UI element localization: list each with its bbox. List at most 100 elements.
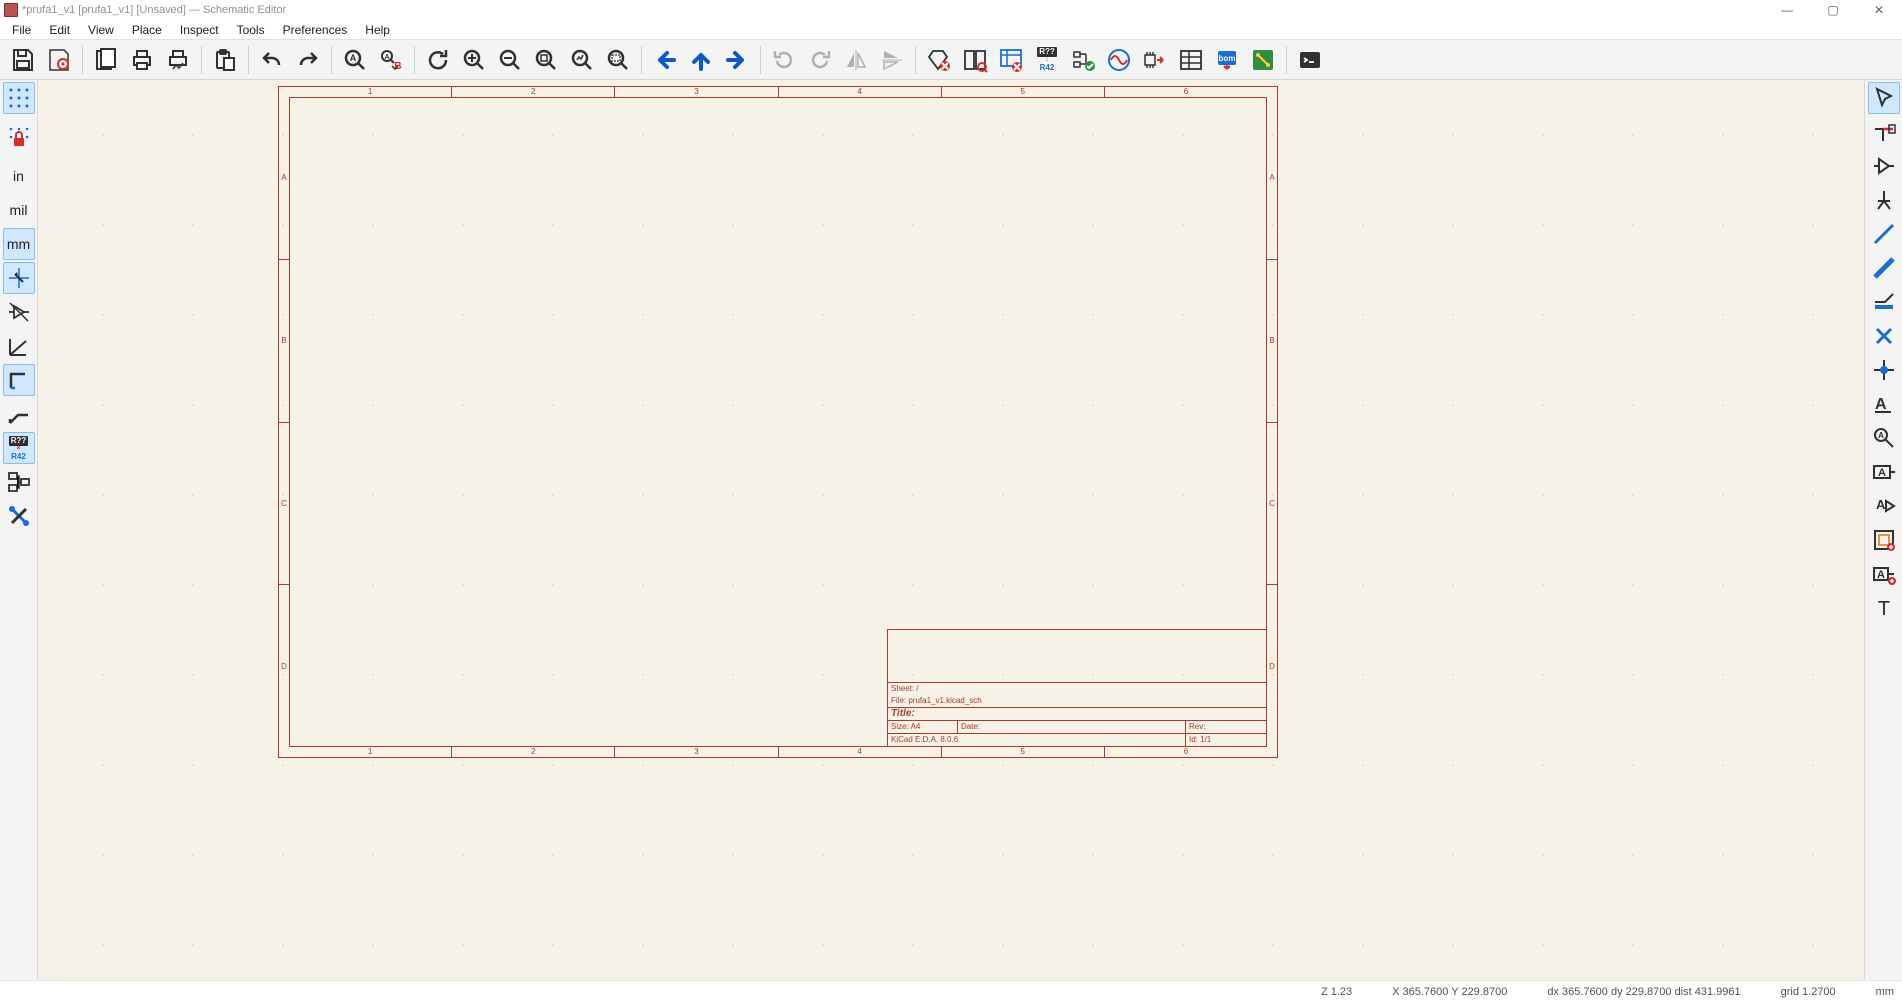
save-button[interactable]: [6, 43, 40, 77]
hierarchy-button[interactable]: [3, 466, 35, 498]
full-crosshair-button[interactable]: [3, 262, 35, 294]
toggle-grid-button[interactable]: [3, 82, 35, 114]
menu-file[interactable]: File: [4, 20, 39, 40]
undo-button[interactable]: [255, 43, 289, 77]
free-angle-button[interactable]: [3, 330, 35, 362]
tb-sheet: Sheet: /: [888, 683, 1266, 695]
page-frame: 123456 123456 ABCD ABCD Sheet: / File: p…: [278, 86, 1278, 758]
plot-button[interactable]: [161, 43, 195, 77]
redo-button[interactable]: [291, 43, 325, 77]
zoom-objects-button[interactable]: [565, 43, 599, 77]
erc-button[interactable]: [922, 43, 956, 77]
unit-in-button[interactable]: in: [3, 160, 35, 192]
hidden-pins-button[interactable]: [3, 296, 35, 328]
paste-button[interactable]: [208, 43, 242, 77]
status-dxy: dx 365.7600 dy 229.8700 dist 431.9961: [1547, 986, 1740, 998]
tb-prog: KiCad E.D.A. 8.0.6: [888, 734, 1186, 746]
zoom-selection-button[interactable]: [601, 43, 635, 77]
90deg-mode-button[interactable]: [3, 364, 35, 396]
close-button[interactable]: ✕: [1856, 0, 1902, 20]
status-xy: X 365.7600 Y 229.8700: [1392, 986, 1507, 998]
label-button[interactable]: A: [1868, 388, 1900, 420]
add-wire-button[interactable]: [1868, 218, 1900, 250]
svg-text:A: A: [1878, 431, 1884, 440]
global-label-button[interactable]: A: [1868, 456, 1900, 488]
menu-view[interactable]: View: [80, 20, 122, 40]
print-button[interactable]: [125, 43, 159, 77]
menu-help[interactable]: Help: [357, 20, 398, 40]
schematic-canvas[interactable]: 123456 123456 ABCD ABCD Sheet: / File: p…: [38, 80, 1864, 980]
zoom-out-button[interactable]: [493, 43, 527, 77]
hier-label-button[interactable]: A: [1868, 490, 1900, 522]
svg-text:B: B: [394, 61, 401, 72]
unit-mm-button[interactable]: mm: [3, 228, 35, 260]
find-button[interactable]: A: [338, 43, 372, 77]
menu-inspect[interactable]: Inspect: [172, 20, 227, 40]
left-toolbar: inmilmm R??×R42: [0, 80, 38, 980]
scripting-button[interactable]: [1293, 43, 1327, 77]
minimize-button[interactable]: —: [1764, 0, 1810, 20]
mirror-h-button[interactable]: [839, 43, 873, 77]
symbol-browse-button[interactable]: [994, 43, 1028, 77]
hier-sheet-button[interactable]: [1868, 524, 1900, 556]
refresh-button[interactable]: [421, 43, 455, 77]
assign-fp-button[interactable]: [1138, 43, 1172, 77]
grid-override-button[interactable]: [3, 116, 35, 158]
symbol-editor-button[interactable]: [958, 43, 992, 77]
menu-place[interactable]: Place: [124, 20, 170, 40]
bus-entry-button[interactable]: [1868, 286, 1900, 318]
sim-button[interactable]: [1102, 43, 1136, 77]
annotate-auto-button[interactable]: R??×R42: [3, 432, 35, 464]
nav-up-button[interactable]: [684, 43, 718, 77]
add-bus-button[interactable]: [1868, 252, 1900, 284]
workspace: inmilmm R??×R42 123456 123456 ABCD ABCD S…: [0, 80, 1902, 980]
select-button[interactable]: [1868, 82, 1900, 114]
properties-button[interactable]: [3, 500, 35, 532]
unit-mil-button[interactable]: mil: [3, 194, 35, 226]
status-zoom: Z 1.23: [1321, 986, 1352, 998]
page-settings-button[interactable]: [89, 43, 123, 77]
svg-text:T: T: [1877, 598, 1889, 620]
titlebar: *prufa1_v1 [prufa1_v1] [Unsaved] — Schem…: [0, 0, 1902, 20]
svg-text:A: A: [1877, 569, 1885, 581]
junction-button[interactable]: [1868, 354, 1900, 386]
tb-size: Size: A4: [888, 721, 958, 733]
rotate-ccw-button[interactable]: [767, 43, 801, 77]
maximize-button[interactable]: ▢: [1810, 0, 1856, 20]
menu-preferences[interactable]: Preferences: [275, 20, 356, 40]
inspect-nets-button[interactable]: [1066, 43, 1100, 77]
edit-fields-button[interactable]: [1174, 43, 1208, 77]
menubar: FileEditViewPlaceInspectToolsPreferences…: [0, 20, 1902, 40]
no-connect-button[interactable]: [1868, 320, 1900, 352]
statusbar: Z 1.23 X 365.7600 Y 229.8700 dx 365.7600…: [0, 980, 1902, 1002]
pcb-button[interactable]: [1246, 43, 1280, 77]
svg-text:A: A: [350, 53, 357, 63]
window-controls: — ▢ ✕: [1764, 0, 1902, 20]
app-icon: [4, 3, 18, 17]
zoom-fit-button[interactable]: [529, 43, 563, 77]
svg-text:A: A: [1878, 467, 1886, 479]
add-symbol-button[interactable]: [1868, 150, 1900, 182]
net-class-button[interactable]: A: [1868, 422, 1900, 454]
find-replace-button[interactable]: AB: [374, 43, 408, 77]
45deg-mode-button[interactable]: [3, 398, 35, 430]
mirror-v-button[interactable]: [875, 43, 909, 77]
rotate-cw-button[interactable]: [803, 43, 837, 77]
nav-forward-button[interactable]: [720, 43, 754, 77]
highlight-net-button[interactable]: [1868, 116, 1900, 148]
menu-edit[interactable]: Edit: [41, 20, 78, 40]
sheet-pin-button[interactable]: A: [1868, 558, 1900, 590]
annotate-button[interactable]: R??↓R42: [1030, 43, 1064, 77]
text-button[interactable]: T: [1868, 592, 1900, 624]
zoom-in-button[interactable]: [457, 43, 491, 77]
menu-tools[interactable]: Tools: [229, 20, 273, 40]
svg-text:A: A: [1876, 497, 1886, 512]
window-title: *prufa1_v1 [prufa1_v1] [Unsaved] — Schem…: [22, 4, 286, 16]
right-toolbar: A A A A A T: [1864, 80, 1902, 980]
schematic-setup-button[interactable]: [42, 43, 76, 77]
nav-back-button[interactable]: [648, 43, 682, 77]
ruler-right: ABCD: [1267, 97, 1277, 747]
add-power-button[interactable]: [1868, 184, 1900, 216]
tb-file: File: prufa1_v1.kicad_sch: [888, 695, 1266, 707]
bom-button[interactable]: bom: [1210, 43, 1244, 77]
